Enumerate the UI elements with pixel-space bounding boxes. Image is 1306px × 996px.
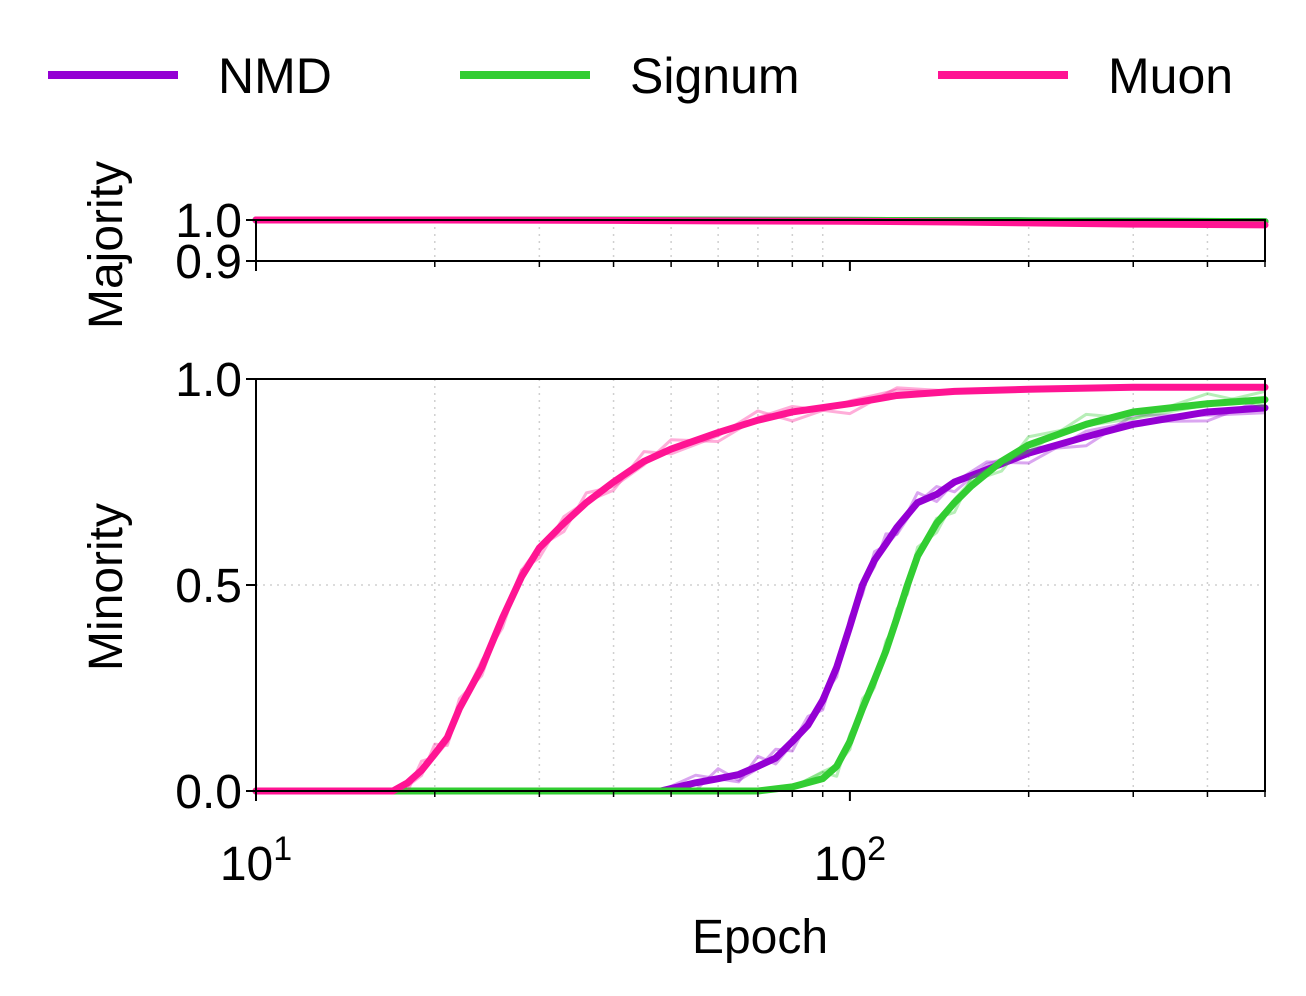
y-tick-label: 0.0 — [175, 766, 242, 819]
y-tick-label: 1.0 — [175, 195, 242, 248]
minority-y-label: Minority — [80, 503, 133, 671]
y-tick-label: 0.5 — [175, 560, 242, 613]
series-replica-muon — [255, 385, 1266, 793]
majority-ticks: 1.00.9 — [175, 195, 1266, 289]
majority-axes-frame — [255, 219, 1266, 262]
series-replica-muon — [255, 384, 1266, 793]
minority-ticks: 1.0 0.5 0.0 — [175, 354, 1266, 819]
x-tick-label: 101 — [220, 830, 292, 891]
x-tick-labels: 101 102 — [220, 830, 886, 891]
minority-series — [252, 383, 1269, 795]
series-replica-signum — [255, 389, 1266, 793]
legend-label: Signum — [630, 48, 800, 104]
y-tick-label: 0.9 — [175, 236, 242, 289]
minority-panel: 1.0 0.5 0.0 Minority — [80, 354, 1269, 819]
series-replica-nmd — [660, 411, 1266, 793]
majority-y-label: Majority — [80, 161, 133, 329]
majority-panel: 1.00.9 Majority — [80, 161, 1269, 329]
series-line-muon — [252, 383, 1269, 795]
legend-item-signum: Signum — [460, 48, 800, 104]
legend-label: NMD — [218, 48, 332, 104]
legend-label: Muon — [1108, 48, 1233, 104]
series-replica-nmd — [659, 397, 1266, 793]
series-line-nmd — [657, 404, 1269, 795]
x-tick-label: 102 — [814, 830, 886, 891]
y-tick-label: 1.0 — [175, 354, 242, 407]
minority-grid — [256, 379, 1266, 791]
legend: NMD Signum Muon — [48, 48, 1233, 104]
legend-item-nmd: NMD — [48, 48, 332, 104]
series-line-signum — [252, 396, 1269, 795]
series-replica-signum — [255, 392, 1266, 793]
legend-item-muon: Muon — [938, 48, 1233, 104]
x-axis-label: Epoch — [692, 911, 828, 964]
